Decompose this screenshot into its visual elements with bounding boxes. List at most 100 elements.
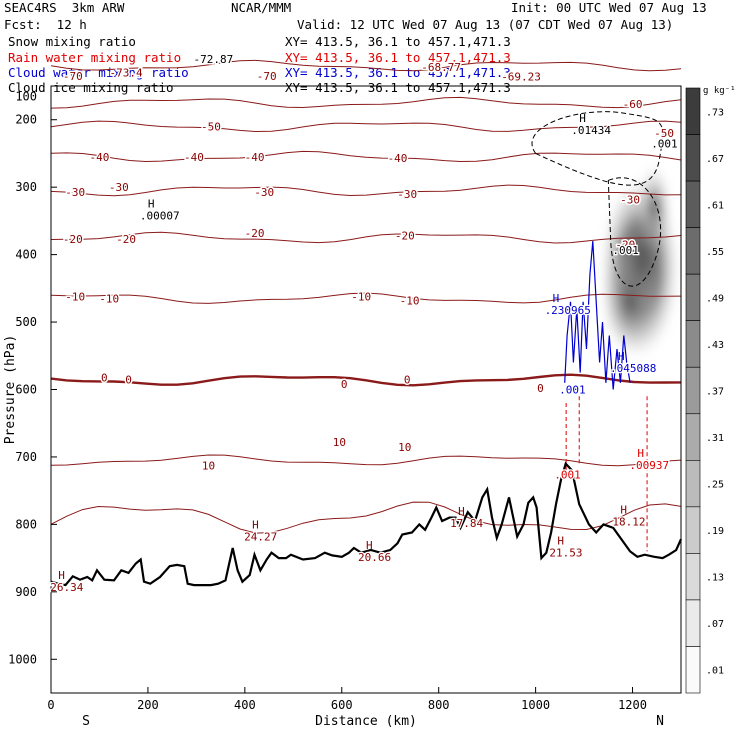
extremum-value: .01434 (571, 124, 611, 137)
extremum-mark: H (620, 504, 627, 517)
contour-label: 0 (537, 382, 544, 395)
terrain-profile (50, 461, 683, 587)
isotherm-0 (50, 373, 682, 387)
extremum-mark: H (458, 505, 465, 518)
y-axis-title: Pressure (hPa) (3, 335, 18, 445)
colorbar-swatch (685, 273, 701, 321)
colorbar-unit: g kg⁻¹ (703, 86, 736, 96)
contour-label: -30 (397, 188, 417, 201)
snow-contour-upper (531, 111, 664, 186)
x-tick-label: 400 (234, 698, 256, 712)
colorbar-swatch (685, 460, 701, 508)
y-tick-label: 900 (15, 585, 37, 599)
plot-frame (50, 85, 682, 694)
contour-label: 0 (125, 373, 132, 386)
field-label-snow: Snow mixing ratio (8, 34, 136, 49)
y-tick-label: 1000 (8, 652, 37, 666)
colorbar: .73 .67 .61 .55 .49 .43 .37 .31 .25 .19 .13 .07 .01 g… (685, 86, 736, 694)
isotherm-20 (50, 501, 682, 534)
colorbar-label: .01 (706, 666, 724, 677)
extremum-value: .001 (612, 244, 639, 257)
colorbar-label: .55 (706, 247, 724, 258)
colorbar-label: .73 (706, 107, 724, 118)
ice-shade-upper (636, 162, 673, 253)
isotherm--60 (50, 96, 682, 109)
contour-label: -10 (400, 294, 420, 307)
contour-label: 0 (404, 373, 411, 386)
contour-label: -30 (65, 186, 85, 199)
forecast-hour: Fcst: 12 h (4, 17, 87, 32)
extremum-value: .001 (651, 137, 678, 150)
colorbar-swatch (685, 413, 701, 461)
isotherm--10 (50, 292, 682, 304)
colorbar-label: .07 (706, 619, 724, 630)
contour-label: -73.4 (110, 67, 143, 80)
y-tick-label: 500 (15, 315, 37, 329)
extremum-value: 21.53 (549, 547, 582, 560)
snow-shading-layer (599, 162, 680, 359)
extremum-mark: H (618, 350, 625, 363)
colorbar-label: .19 (706, 526, 724, 537)
temperature-contours (50, 59, 682, 534)
y-tick-label: 700 (15, 450, 37, 464)
contour-label: -20 (615, 238, 635, 251)
model-title: SEAC4RS 3km ARW (4, 0, 125, 15)
x-tick-label: 800 (428, 698, 450, 712)
colorbar-swatch (685, 553, 701, 601)
colorbar-swatch (685, 506, 701, 554)
extremum-value: 20.66 (358, 551, 391, 564)
extremum-mark: H (148, 197, 155, 210)
extremum-mark: H (366, 539, 373, 552)
extremum-value: 24.27 (244, 531, 277, 544)
colorbar-swatch (685, 134, 701, 182)
extremum-value: .001 (559, 384, 586, 397)
isotherm--50 (50, 120, 682, 133)
extremum-value: .00937 (629, 459, 669, 472)
colorbar-swatch (685, 366, 701, 415)
contour-label: -30 (109, 181, 129, 194)
valid-time: Valid: 12 UTC Wed 07 Aug 13 (07 CDT Wed … (297, 17, 674, 32)
extremum-mark: H (252, 519, 259, 532)
field-xy-rain: XY= 413.5, 36.1 to 457.1,471.3 (285, 50, 511, 65)
colorbar-label: .37 (706, 387, 724, 398)
extremum-mark: H (637, 447, 644, 460)
extremum-value: .001 (554, 468, 581, 481)
contour-label: -70 (257, 70, 277, 83)
x-tick-label: 1000 (521, 698, 550, 712)
snow-contour-lower (607, 177, 662, 287)
contour-label: -72.87 (193, 53, 233, 66)
init-time: Init: 00 UTC Wed 07 Aug 13 (511, 0, 707, 15)
colorbar-label: .13 (706, 573, 724, 584)
field-xy-snow: XY= 413.5, 36.1 to 457.1,471.3 (285, 34, 511, 49)
extremum-mark: H (553, 292, 560, 305)
isotherm--30 (50, 184, 682, 197)
x-tick-label: 200 (137, 698, 159, 712)
colorbar-label: .43 (706, 340, 724, 351)
x-tick-label: 1200 (618, 698, 647, 712)
contour-label: -40 (184, 151, 204, 164)
contour-label: -60 (623, 98, 643, 111)
contour-label: -68.77 (421, 61, 461, 74)
extremum-value: 17.84 (450, 517, 483, 530)
axes: 0 200 400 600 800 1000 12002003004005006007008… (3, 89, 664, 729)
contour-label: -10 (99, 292, 119, 305)
contour-label: -50 (654, 127, 674, 140)
x-tick-label: 600 (331, 698, 353, 712)
contour-label: -40 (245, 151, 265, 164)
contour-label: -70 (63, 70, 83, 83)
contour-label: -10 (65, 290, 85, 303)
contour-label: -20 (395, 230, 415, 243)
endpoint-north: N (656, 714, 664, 729)
extremum-value: .00007 (140, 209, 180, 222)
contour-label: -10 (351, 290, 371, 303)
contour-label: -30 (620, 193, 640, 206)
cloud-water-contour (564, 241, 631, 390)
contour-label: 10 (398, 441, 411, 454)
contour-label: 10 (333, 436, 346, 449)
extremum-value: 18.12 (612, 516, 645, 529)
colorbar-label: .31 (706, 433, 724, 444)
colorbar-label: .61 (706, 200, 724, 211)
contour-label: -69.23 (501, 71, 541, 84)
contour-label: 0 (101, 371, 108, 384)
